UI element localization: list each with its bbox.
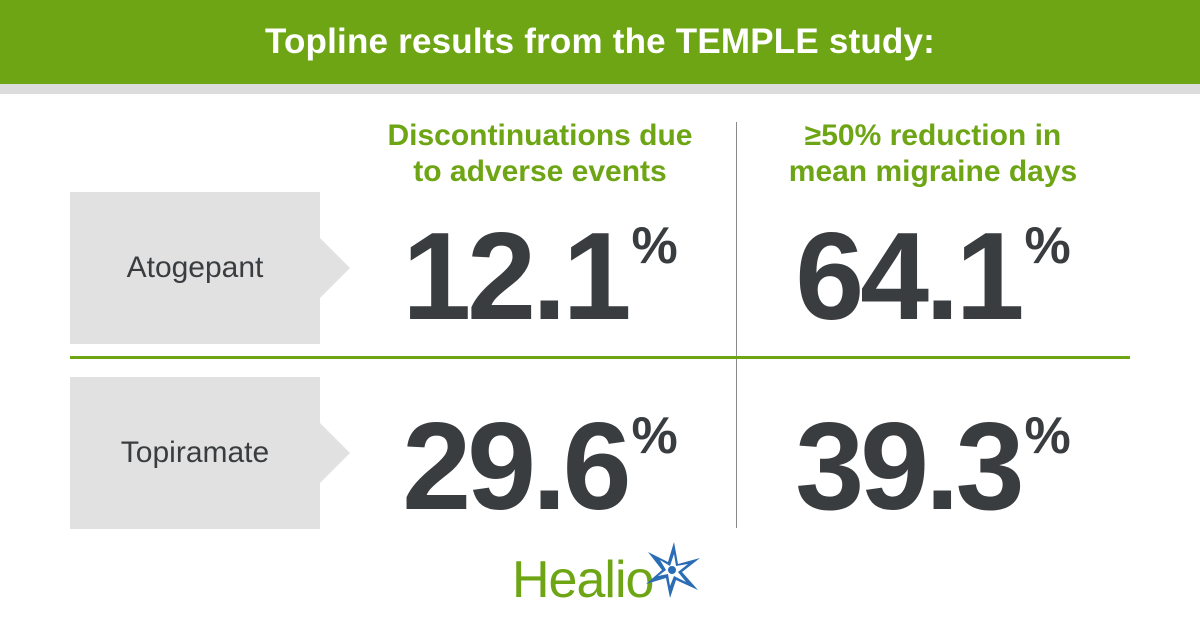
value-number: 39.3 (795, 398, 1024, 536)
row-label-text: Topiramate (120, 436, 270, 469)
column-header-migraine-reduction: ≥50% reduction in mean migraine days (753, 118, 1113, 190)
topiramate-reduction-value: 39.3% (753, 405, 1113, 529)
atogepant-reduction-value: 64.1% (753, 215, 1113, 339)
row-label-topiramate: Topiramate (70, 377, 350, 529)
page-title: Topline results from the TEMPLE study: (264, 22, 936, 61)
percent-sign: % (1024, 217, 1071, 275)
star-burst-icon (646, 542, 700, 598)
column-header-line: mean migraine days (788, 155, 1078, 188)
value-number: 12.1 (402, 208, 631, 346)
column-header-discontinuations: Discontinuations due to adverse events (360, 118, 720, 190)
healio-logo: Healio (512, 540, 712, 610)
value-number: 29.6 (402, 398, 631, 536)
row-label-atogepant: Atogepant (70, 192, 350, 344)
column-header-line: Discontinuations due (387, 119, 693, 152)
value-number: 64.1 (795, 208, 1024, 346)
topiramate-discontinuation-value: 29.6% (360, 405, 720, 529)
column-header-line: ≥50% reduction in (804, 119, 1062, 152)
percent-sign: % (631, 217, 678, 275)
percent-sign: % (631, 407, 678, 465)
column-header-line: to adverse events (413, 155, 667, 188)
vertical-divider (736, 122, 737, 528)
row-label-text: Atogepant (126, 251, 264, 284)
atogepant-discontinuation-value: 12.1% (360, 215, 720, 339)
title-banner: Topline results from the TEMPLE study: (0, 0, 1200, 84)
percent-sign: % (1024, 407, 1071, 465)
row-divider (70, 356, 1130, 359)
banner-underline (0, 84, 1200, 94)
logo-text: Healio (512, 551, 654, 609)
